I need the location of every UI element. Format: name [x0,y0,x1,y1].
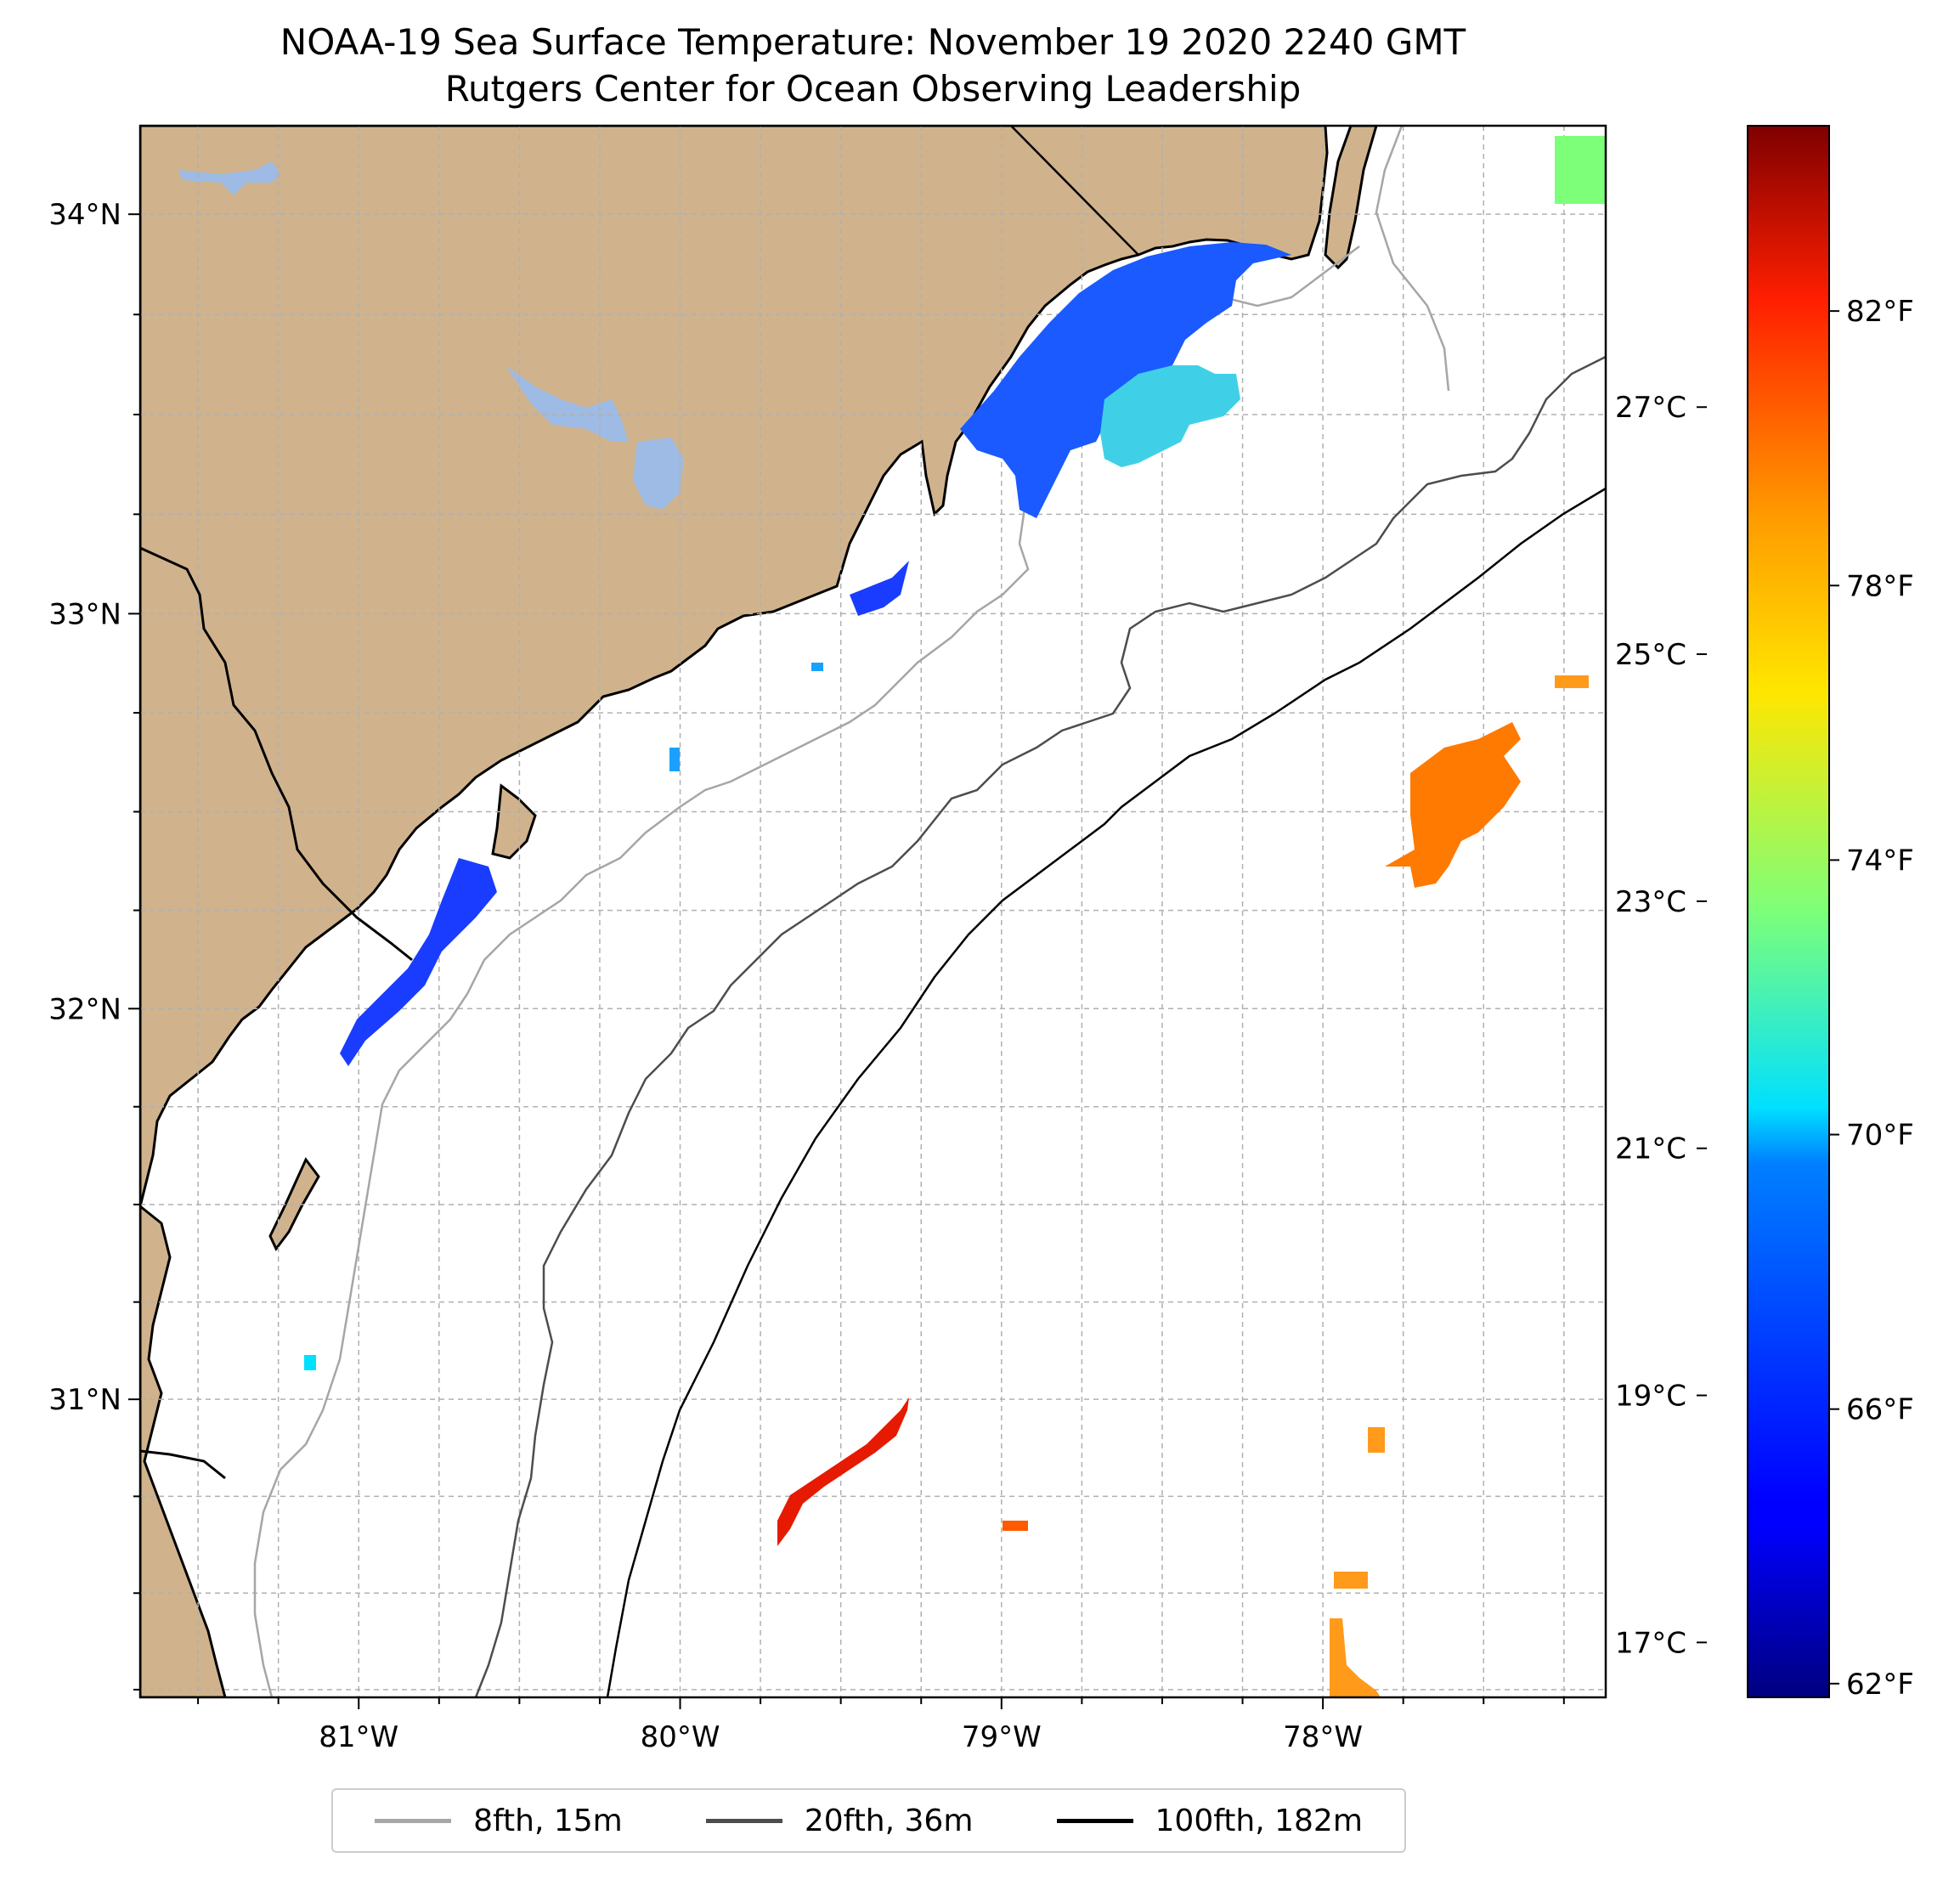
sst-speck-ne-green [1555,136,1606,204]
sst-patch-mid-coast [850,561,909,616]
colorbar-c-label: 21°C [1615,1132,1686,1166]
lon-tick-label: 80°W [641,1720,720,1754]
legend-swatch-20fth [705,1818,782,1823]
colorbar-c-label: 25°C [1615,638,1686,672]
land-mainland [140,126,1329,1207]
colorbar-ticks: 82°F 78°F 74°F 70°F 66°F 62°F 27°C 25°C 23°C 21°C… [1615,295,1914,1702]
sst-patch-sc-coast [340,858,497,1066]
sst-speck-small-2 [1368,1427,1385,1453]
lat-tick-label: 34°N [48,198,121,232]
sst-speck-small-3 [1334,1572,1368,1589]
map-frame [138,124,1607,1699]
sst-speck-small-1 [1003,1521,1028,1531]
contour-20fth [474,355,1606,1697]
lon-tick-label: 78°W [1283,1720,1363,1754]
colorbar-f-label: 74°F [1846,844,1914,878]
lake-marion [633,438,684,510]
contour-100fth [606,487,1606,1697]
map-subtitle: Rutgers Center for Ocean Observing Leade… [444,68,1302,110]
lake-north [178,161,280,195]
lat-tick-label: 31°N [48,1383,121,1417]
sst-patch-gulfstream-red [777,1397,909,1546]
sst-patch-nc-cyan [1100,365,1240,467]
sst-overlay [304,136,1606,1697]
sst-speck-cyan [304,1355,316,1370]
lat-tick-label: 32°N [48,992,121,1026]
colorbar-f-label: 78°F [1846,569,1914,603]
legend-label-20fth: 20fth, 36m [804,1803,974,1838]
legend-label-100fth: 100fth, 182m [1155,1803,1363,1838]
sst-patch-offshore-orange [1385,722,1521,888]
lon-tick-label: 81°W [319,1720,398,1754]
colorbar [1747,125,1830,1698]
legend-label-8fth: 8fth, 15m [473,1803,623,1838]
colorbar-f-label: 62°F [1846,1668,1914,1702]
colorbar-c-label: 27°C [1615,391,1686,425]
legend-item-20fth: 20fth, 36m [705,1803,974,1838]
lake-moultrie [506,365,629,442]
land-south [140,1205,227,1697]
legend-swatch-8fth [375,1818,452,1823]
sst-patch-bottom-orange [1330,1618,1381,1697]
legend-item-8fth: 8fth, 15m [375,1804,623,1838]
legend-item-100fth: 100fth, 182m [1056,1803,1363,1838]
land-outer-banks [1324,126,1378,270]
legend: 8fth, 15m 20fth, 36m 100fth, 182m [331,1788,1406,1853]
colorbar-c-label: 17°C [1615,1626,1686,1660]
sst-speck-east [1555,675,1589,688]
barrier-island-2 [491,783,537,860]
sst-patch-nc-coast [960,242,1291,518]
colorbar-f-label: 66°F [1846,1393,1914,1427]
state-border-sc-ga [140,546,413,962]
colorbar-c-label: 19°C [1615,1380,1686,1414]
map-title: NOAA-19 Sea Surface Temperature: Novembe… [280,21,1466,63]
lon-tick-label: 79°W [962,1720,1042,1754]
state-border-nc-sc [1010,126,1139,256]
lat-tick-label: 33°N [48,597,121,631]
legend-swatch-100fth [1056,1818,1133,1823]
sst-speck-blue [811,663,823,671]
colorbar-f-label: 70°F [1846,1119,1914,1153]
colorbar-c-label: 23°C [1615,885,1686,919]
axis-ticks: 81°W 80°W 79°W 78°W 34°N 33°N 32°N 31°N [48,198,1565,1754]
county-border [140,1449,226,1480]
sst-speck-blue-2 [669,748,680,771]
colorbar-f-label: 82°F [1846,295,1914,329]
